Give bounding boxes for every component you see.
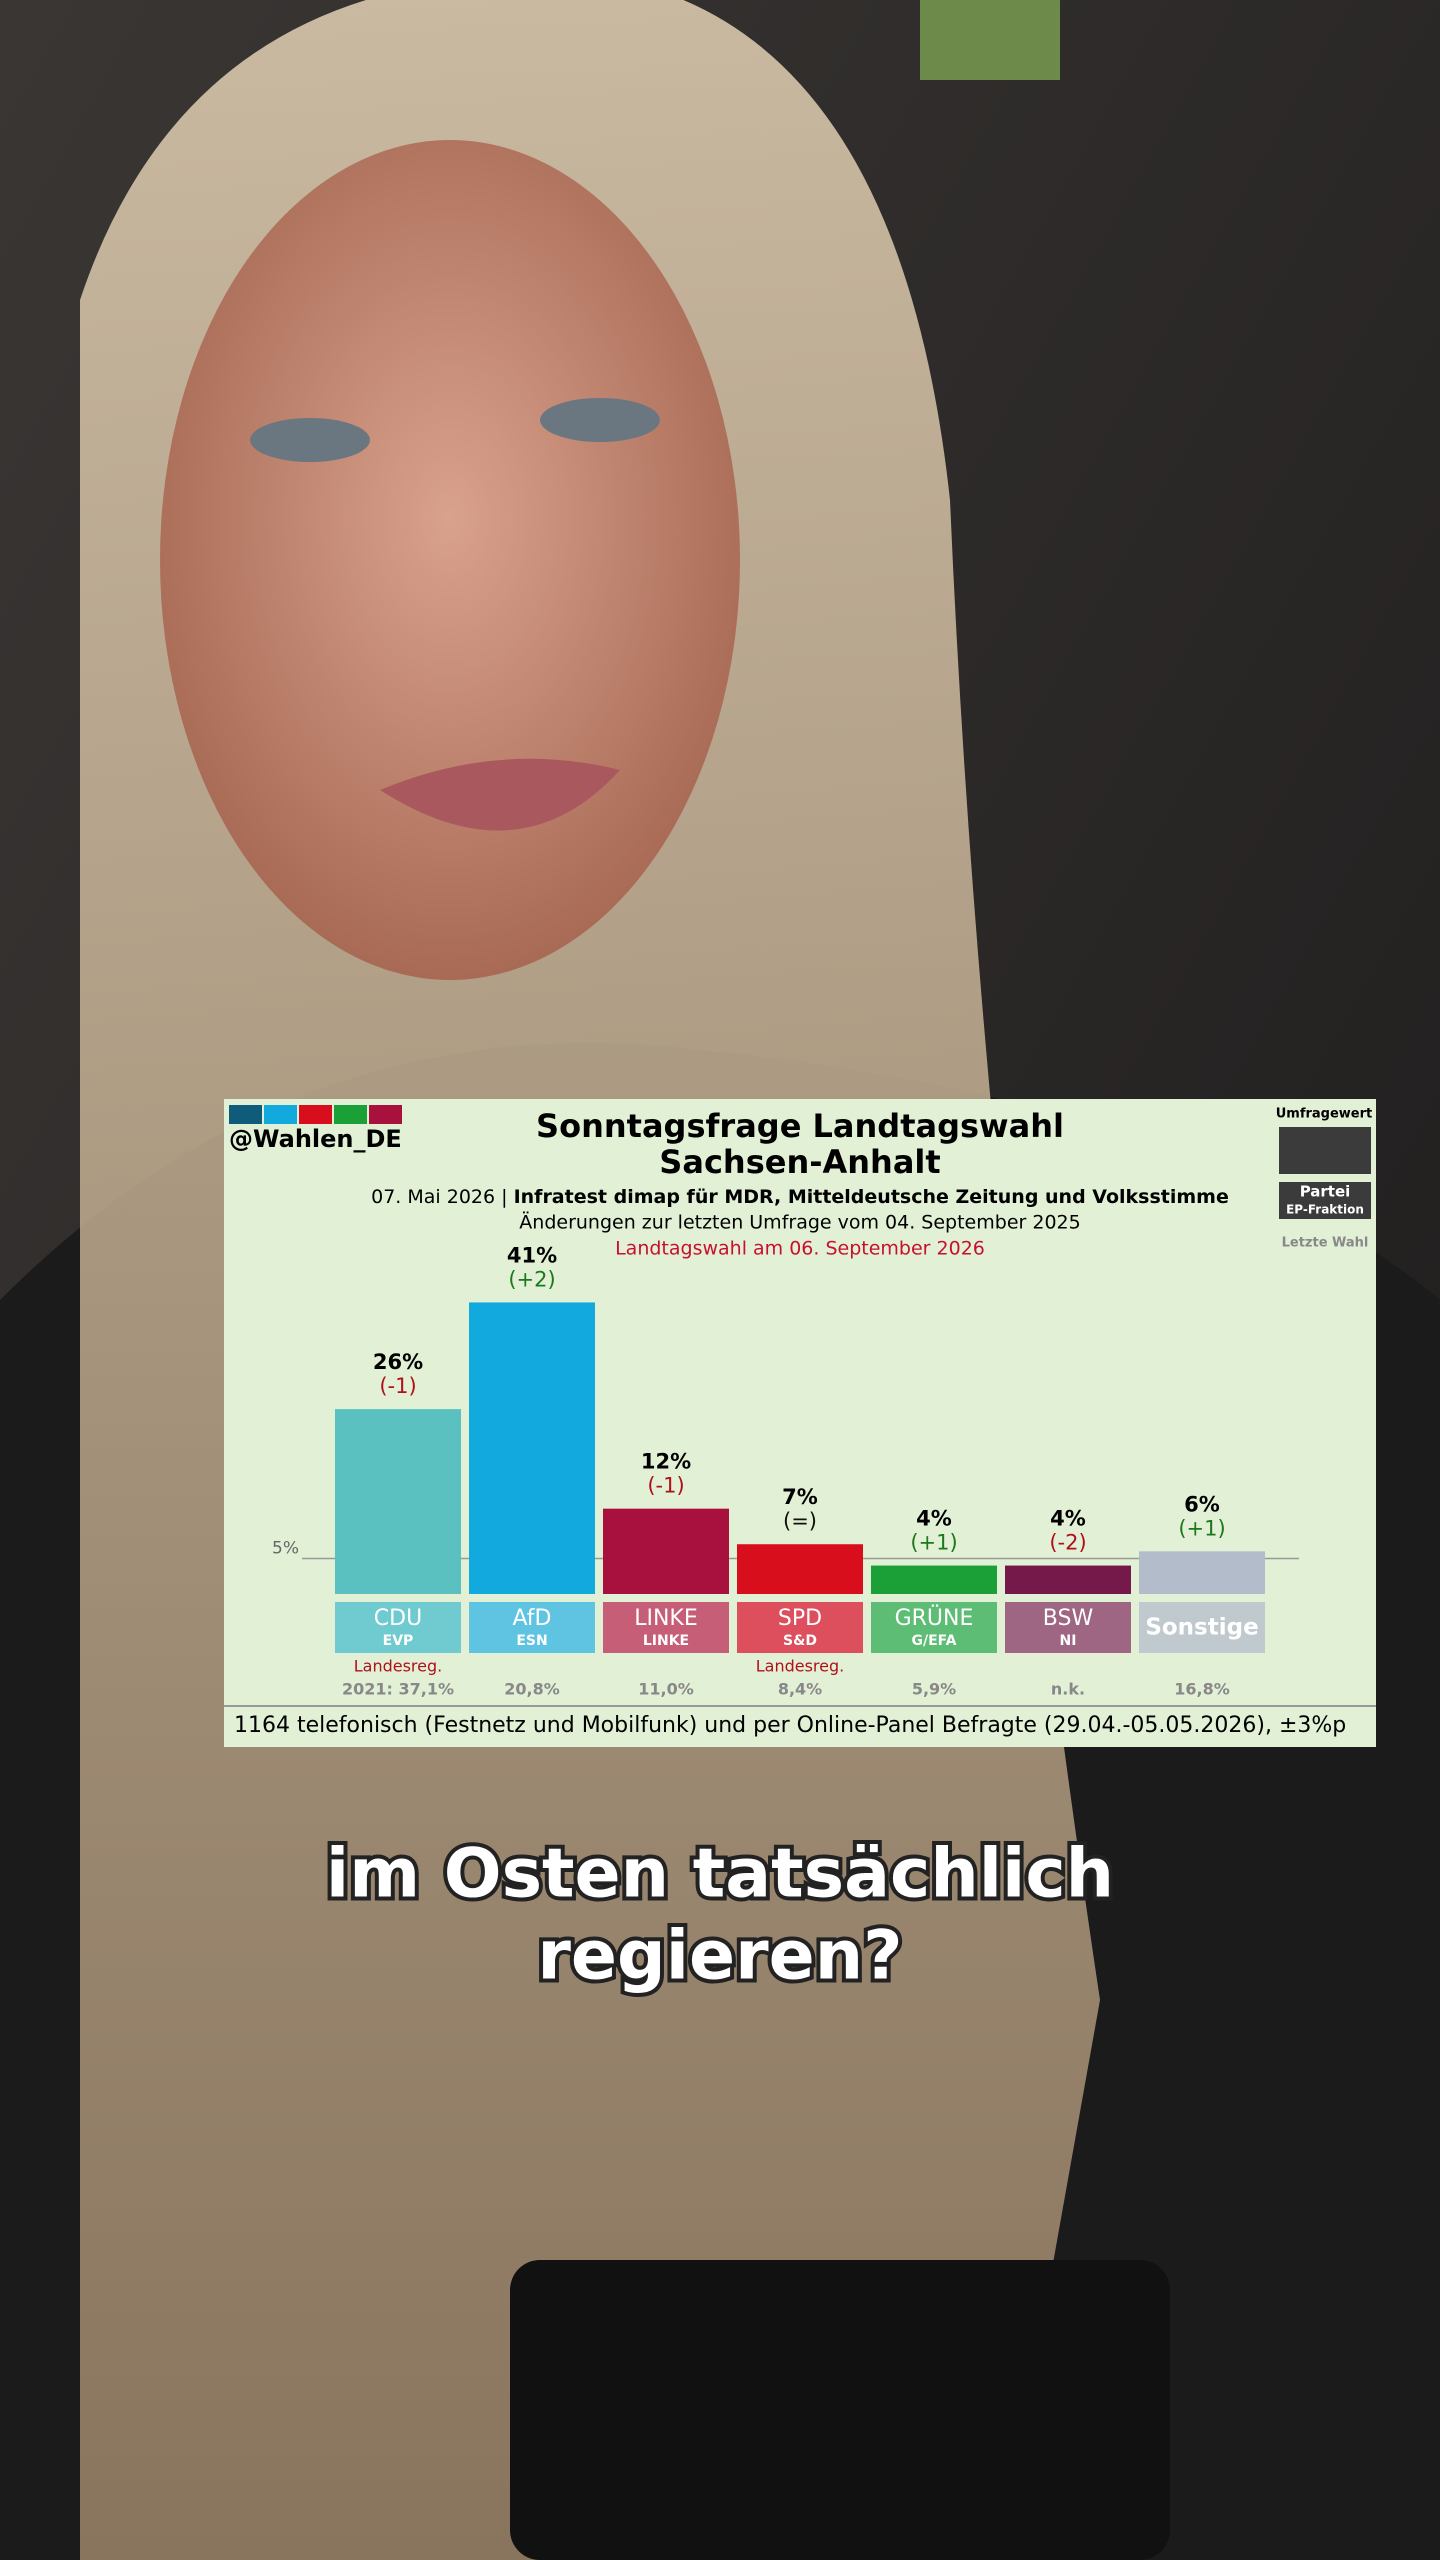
date: 07. Mai 2026 | <box>371 1186 507 1208</box>
last-election: 11,0% <box>638 1680 694 1699</box>
caption: im Osten tatsächlich regieren? <box>322 1831 1118 2000</box>
bar <box>737 1544 863 1594</box>
bar <box>1139 1551 1265 1594</box>
value-label: 7% <box>782 1485 818 1509</box>
group-label: NI <box>1060 1633 1077 1649</box>
legend-label: Letzte Wahl <box>1282 1236 1369 1251</box>
government-label: Landesreg. <box>756 1657 845 1676</box>
last-election: 2021: 37,1% <box>342 1680 454 1699</box>
group-label: ESN <box>516 1633 547 1649</box>
group-label: LINKE <box>643 1633 689 1649</box>
party-label: BSW <box>1043 1606 1094 1631</box>
legend-box <box>1279 1127 1371 1174</box>
swatch <box>334 1105 367 1124</box>
handle: @Wahlen_DE <box>229 1125 402 1153</box>
bar <box>603 1508 729 1594</box>
subtitle: 07. Mai 2026 | Infratest dimap für MDR, … <box>371 1186 1229 1208</box>
change-label: (+2) <box>508 1267 555 1291</box>
swatch <box>299 1105 332 1124</box>
swatch <box>369 1105 402 1124</box>
value-label: 26% <box>373 1350 423 1374</box>
party-box <box>335 1602 461 1653</box>
swatch <box>229 1105 262 1124</box>
change-label: (=) <box>783 1509 817 1533</box>
group-label: EVP <box>383 1633 414 1649</box>
window <box>920 0 1060 80</box>
mouth <box>380 758 620 831</box>
bar <box>1005 1565 1131 1594</box>
party-label: SPD <box>778 1606 822 1631</box>
government-label: Landesreg. <box>354 1657 443 1676</box>
change-label: (-1) <box>379 1374 416 1398</box>
value-label: 12% <box>641 1450 691 1474</box>
source: Infratest dimap für MDR, Mitteldeutsche … <box>514 1186 1229 1208</box>
title: Sonntagsfrage Landtagswahl <box>536 1107 1064 1145</box>
legend-box <box>1279 1182 1371 1219</box>
last-election: 20,8% <box>504 1680 560 1699</box>
change-label: (+1) <box>910 1531 957 1555</box>
election-note: Landtagswahl am 06. September 2026 <box>615 1238 985 1260</box>
party-label: GRÜNE <box>895 1605 974 1631</box>
last-election: 16,8% <box>1174 1680 1230 1699</box>
changes-note: Änderungen zur letzten Umfrage vom 04. S… <box>519 1211 1080 1234</box>
party-box <box>1005 1602 1131 1653</box>
change-label: (-2) <box>1049 1531 1086 1555</box>
party-label: CDU <box>374 1606 422 1631</box>
party-box <box>737 1602 863 1653</box>
eye <box>540 398 660 442</box>
bar <box>871 1565 997 1594</box>
caption-line: regieren? <box>537 1917 902 1996</box>
last-election: 5,9% <box>912 1680 956 1699</box>
party-box <box>603 1602 729 1653</box>
title: Sachsen-Anhalt <box>659 1143 940 1181</box>
swatch <box>264 1105 297 1124</box>
footer: 1164 telefonisch (Festnetz und Mobilfunk… <box>234 1713 1346 1738</box>
value-label: 41% <box>507 1243 557 1267</box>
change-label: (+1) <box>1178 1516 1225 1540</box>
bar <box>469 1302 595 1594</box>
last-election: 8,4% <box>778 1680 822 1699</box>
eye <box>250 418 370 462</box>
group-label: G/EFA <box>912 1633 957 1649</box>
bag <box>510 2260 1170 2560</box>
poll-chart: @Wahlen_DE Sonntagsfrage Landtagswahl Sa… <box>224 1099 1376 1747</box>
party-box <box>469 1602 595 1653</box>
party-label: AfD <box>513 1606 552 1631</box>
value-label: 4% <box>916 1507 952 1531</box>
face <box>160 140 740 980</box>
change-label: (-1) <box>647 1474 684 1498</box>
group-label: S&D <box>783 1633 817 1649</box>
value-label: 6% <box>1184 1492 1220 1516</box>
legend-label: Partei <box>1300 1183 1351 1201</box>
legend-label: EP-Fraktion <box>1286 1203 1364 1217</box>
party-box <box>1139 1602 1265 1653</box>
value-label: 4% <box>1050 1507 1086 1531</box>
threshold-label: 5% <box>272 1538 299 1558</box>
party-label: LINKE <box>634 1606 698 1631</box>
legend-label: Umfragewert <box>1276 1107 1373 1122</box>
bar <box>335 1409 461 1594</box>
party-label: Sonstige <box>1145 1615 1258 1641</box>
party-box <box>871 1602 997 1653</box>
last-election: n.k. <box>1051 1680 1085 1699</box>
caption-line: im Osten tatsächlich <box>326 1835 1114 1914</box>
